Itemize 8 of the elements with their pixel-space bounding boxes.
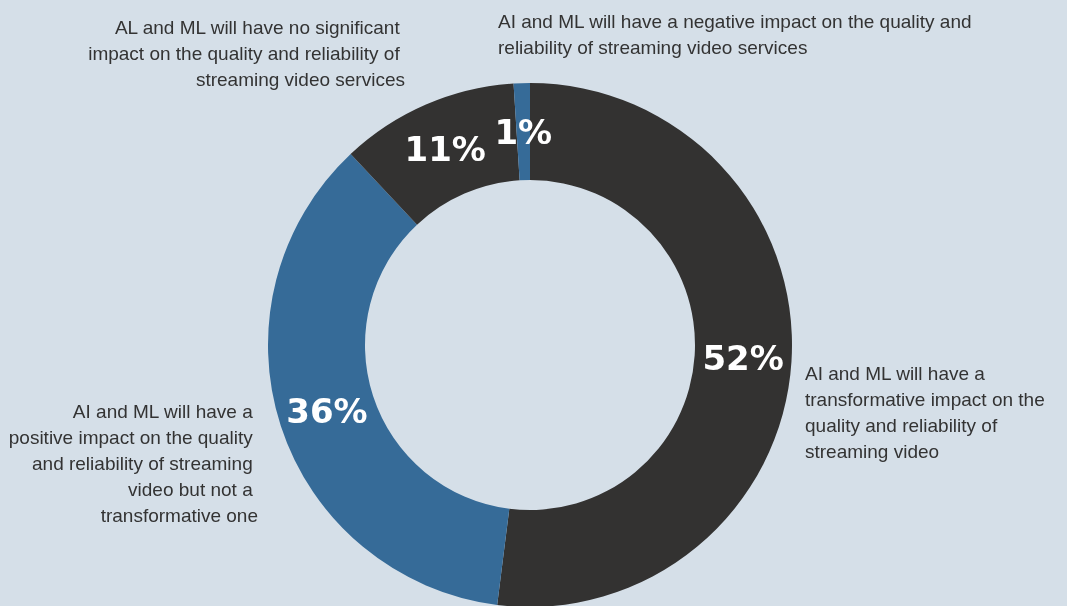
data-label: 36% [286,390,368,431]
data-label: 52% [702,338,784,379]
data-label: 11% [404,129,486,170]
data-label: 1% [494,111,553,152]
slice-label: AI and ML will have a transformative impact on the quality and reliability of streaming video [805,362,1050,462]
slice-label: AL and ML will have no significant impact on the quality and reliability of streaming video services [88,16,405,90]
slice-label: AI and ML will have a negative impact on the quality and reliability of streaming video services [498,10,977,58]
slice-label: AI and ML will have a positive impact on the quality and reliability of streaming video but not a transformative one [8,400,258,526]
